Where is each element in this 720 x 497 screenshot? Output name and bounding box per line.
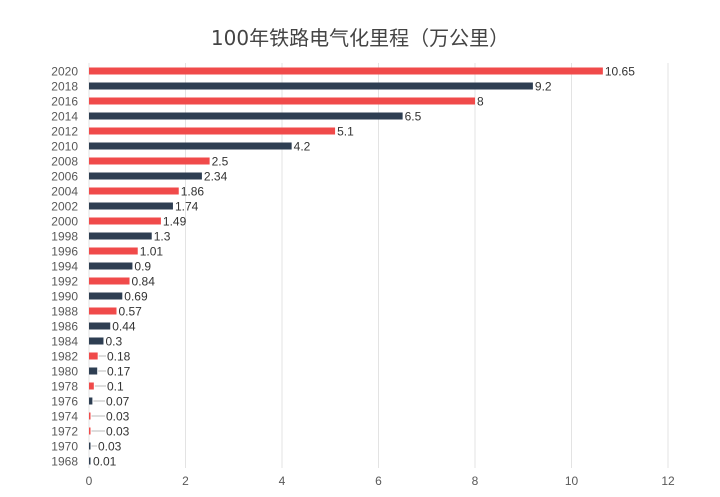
bar [89,82,533,90]
y-tick-label: 1988 [51,305,78,319]
bar [89,67,603,75]
y-tick-label: 1968 [51,455,78,469]
bar [89,367,98,375]
data-label: 0.9 [134,260,151,274]
bar [89,307,117,315]
data-label: 2.34 [204,170,228,184]
x-tick-label: 2 [182,474,189,488]
y-tick-label: 1992 [51,275,78,289]
bar [89,442,91,450]
y-tick-label: 2000 [51,215,78,229]
bar [89,112,403,120]
data-label: 1.3 [154,230,171,244]
data-label: 0.3 [105,335,122,349]
bar [89,157,210,165]
y-tick-label: 1972 [51,425,78,439]
bar [89,457,91,465]
y-tick-label: 1998 [51,230,78,244]
data-label: 0.69 [124,290,148,304]
data-label: 0.01 [93,455,117,469]
bar [89,427,91,435]
data-label: 4.2 [294,140,311,154]
bar [89,172,202,180]
data-label: 0.03 [106,410,130,424]
x-tick-label: 8 [472,474,479,488]
y-tick-label: 1974 [51,410,78,424]
x-tick-label: 0 [86,474,93,488]
y-tick-label: 1996 [51,245,78,259]
x-tick-label: 12 [661,474,675,488]
y-tick-label: 1978 [51,380,78,394]
data-label: 0.03 [98,440,122,454]
bar [89,247,138,255]
y-tick-label: 1986 [51,320,78,334]
y-tick-label: 2014 [51,110,78,124]
y-tick-label: 2012 [51,125,78,139]
data-label: 0.17 [107,365,131,379]
data-label: 5.1 [337,125,354,139]
data-label: 2.5 [212,155,229,169]
bar [89,382,94,390]
data-label: 0.44 [112,320,136,334]
data-label: 0.57 [119,305,143,319]
data-label: 1.49 [163,215,187,229]
bar [89,322,111,330]
bar [89,187,179,195]
data-label: 8 [477,95,484,109]
data-label: 1.86 [181,185,205,199]
y-tick-label: 2002 [51,200,78,214]
data-label: 1.01 [140,245,164,259]
y-tick-label: 2010 [51,140,78,154]
bar [89,232,152,240]
bar [89,412,91,420]
y-tick-label: 2006 [51,170,78,184]
data-label: 0.07 [106,395,130,409]
data-label: 9.2 [535,80,552,94]
y-tick-label: 2016 [51,95,78,109]
bar [89,337,104,345]
x-tick-label: 4 [279,474,286,488]
y-tick-label: 1982 [51,350,78,364]
y-tick-label: 1994 [51,260,78,274]
bar [89,352,98,360]
bar [89,262,133,270]
data-label: 1.74 [175,200,199,214]
bar [89,277,130,285]
x-tick-label: 6 [375,474,382,488]
data-label: 0.03 [106,425,130,439]
y-tick-label: 1984 [51,335,78,349]
y-tick-label: 1970 [51,440,78,454]
chart-title: 100年铁路电气化里程（万公里） [210,26,510,50]
y-tick-label: 2020 [51,65,78,79]
bar [89,397,93,405]
y-tick-label: 1990 [51,290,78,304]
data-label: 0.18 [107,350,131,364]
y-tick-label: 1976 [51,395,78,409]
bar [89,142,292,150]
data-label: 0.1 [107,380,124,394]
bar [89,292,123,300]
data-label: 10.65 [605,65,635,79]
bar [89,217,161,225]
y-tick-label: 2004 [51,185,78,199]
y-tick-label: 2018 [51,80,78,94]
bar [89,97,475,105]
bar [89,127,336,135]
x-tick-label: 10 [565,474,579,488]
bar [89,202,173,210]
y-tick-label: 1980 [51,365,78,379]
data-label: 6.5 [405,110,422,124]
y-tick-label: 2008 [51,155,78,169]
data-label: 0.84 [132,275,156,289]
